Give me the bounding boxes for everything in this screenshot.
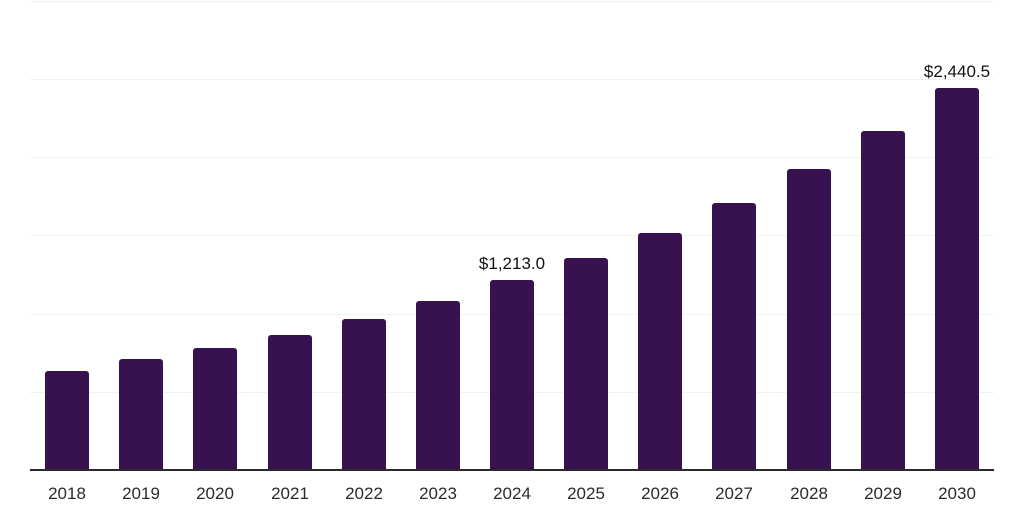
bar-2018	[45, 371, 89, 470]
x-tick-label: 2026	[641, 484, 679, 503]
x-tick-label: 2024	[493, 484, 531, 503]
bar-value-label: $1,213.0	[478, 254, 546, 273]
bar-2021	[268, 335, 312, 470]
gridline	[30, 79, 994, 80]
x-tick-label: 2023	[419, 484, 457, 503]
bar-2030	[935, 88, 979, 470]
x-tick-label: 2021	[271, 484, 309, 503]
x-tick-label: 2030	[938, 484, 976, 503]
bar-2020	[193, 348, 237, 470]
bar-2024	[490, 280, 534, 470]
gridline	[30, 157, 994, 158]
bar-2028	[787, 169, 831, 470]
x-tick-label: 2027	[715, 484, 753, 503]
x-tick-label: 2029	[864, 484, 902, 503]
plot-area: $1,213.0 $2,440.5	[30, 0, 994, 470]
x-tick-label: 2019	[122, 484, 160, 503]
bar-2023	[416, 301, 460, 470]
bar-value-label: $2,440.5	[923, 62, 991, 81]
x-axis-labels: 2018 2019 2020 2021 2022 2023 2024 2025 2026 2027…	[30, 484, 994, 508]
bar-2026	[638, 233, 682, 470]
x-tick-label: 2025	[567, 484, 605, 503]
x-axis-line	[30, 469, 994, 471]
x-tick-label: 2028	[790, 484, 828, 503]
bar-2025	[564, 258, 608, 470]
x-tick-label: 2022	[345, 484, 383, 503]
gridline	[30, 1, 994, 2]
bar-2022	[342, 319, 386, 470]
gridline	[30, 235, 994, 236]
x-tick-label: 2018	[48, 484, 86, 503]
x-tick-label: 2020	[196, 484, 234, 503]
bar-2019	[119, 359, 163, 470]
bar-2027	[712, 203, 756, 470]
bar-2029	[861, 131, 905, 470]
